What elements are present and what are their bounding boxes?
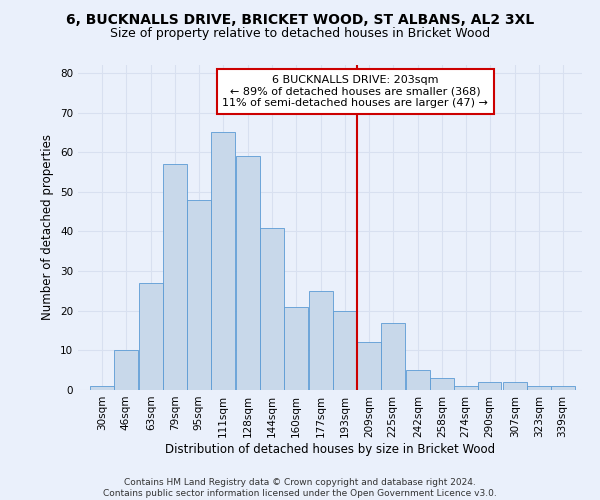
Bar bbox=[187, 200, 211, 390]
Bar bbox=[527, 386, 551, 390]
Text: 6, BUCKNALLS DRIVE, BRICKET WOOD, ST ALBANS, AL2 3XL: 6, BUCKNALLS DRIVE, BRICKET WOOD, ST ALB… bbox=[66, 12, 534, 26]
Bar bbox=[163, 164, 187, 390]
Bar bbox=[551, 386, 575, 390]
Bar bbox=[211, 132, 235, 390]
Text: Size of property relative to detached houses in Bricket Wood: Size of property relative to detached ho… bbox=[110, 28, 490, 40]
Bar bbox=[478, 382, 502, 390]
Bar bbox=[284, 307, 308, 390]
Bar bbox=[90, 386, 114, 390]
Bar bbox=[357, 342, 380, 390]
Bar bbox=[114, 350, 137, 390]
Bar bbox=[236, 156, 260, 390]
Bar bbox=[430, 378, 454, 390]
Bar bbox=[380, 322, 404, 390]
Bar bbox=[309, 291, 333, 390]
Bar bbox=[139, 283, 163, 390]
Y-axis label: Number of detached properties: Number of detached properties bbox=[41, 134, 55, 320]
Text: Contains HM Land Registry data © Crown copyright and database right 2024.
Contai: Contains HM Land Registry data © Crown c… bbox=[103, 478, 497, 498]
Text: 6 BUCKNALLS DRIVE: 203sqm
← 89% of detached houses are smaller (368)
11% of semi: 6 BUCKNALLS DRIVE: 203sqm ← 89% of detac… bbox=[222, 74, 488, 108]
Bar bbox=[503, 382, 527, 390]
Bar bbox=[333, 310, 357, 390]
X-axis label: Distribution of detached houses by size in Bricket Wood: Distribution of detached houses by size … bbox=[165, 442, 495, 456]
Bar bbox=[406, 370, 430, 390]
Bar bbox=[454, 386, 478, 390]
Bar bbox=[260, 228, 284, 390]
